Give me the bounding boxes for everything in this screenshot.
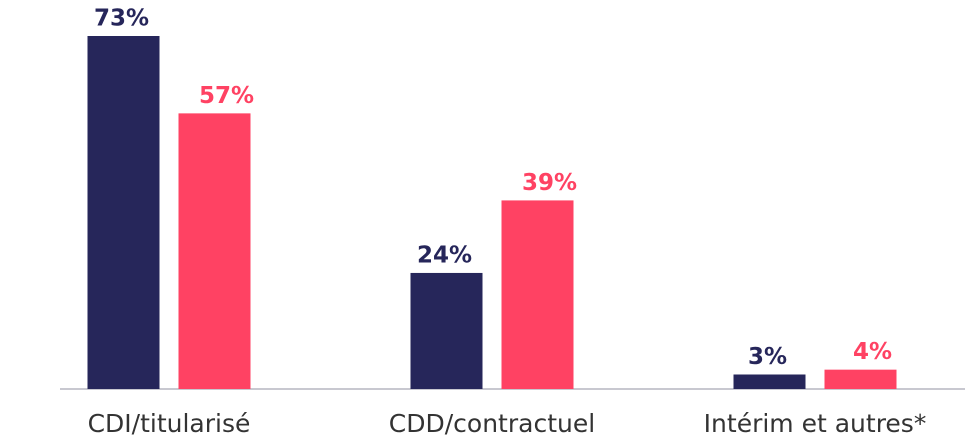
bar	[824, 369, 897, 389]
bar	[87, 36, 160, 389]
value-label: 57%	[199, 83, 254, 109]
value-label: 3%	[748, 344, 787, 370]
bar	[178, 113, 251, 389]
value-label: 24%	[417, 242, 472, 268]
x-tick-label: CDD/contractuel	[389, 409, 595, 438]
value-label: 73%	[94, 6, 149, 32]
bar	[410, 272, 483, 389]
bar	[733, 374, 806, 389]
value-label: 4%	[853, 339, 892, 365]
bar	[501, 200, 574, 389]
value-label: 39%	[522, 170, 577, 196]
x-tick-label: Intérim et autres*	[704, 409, 927, 438]
x-tick-label: CDI/titularisé	[88, 409, 251, 438]
